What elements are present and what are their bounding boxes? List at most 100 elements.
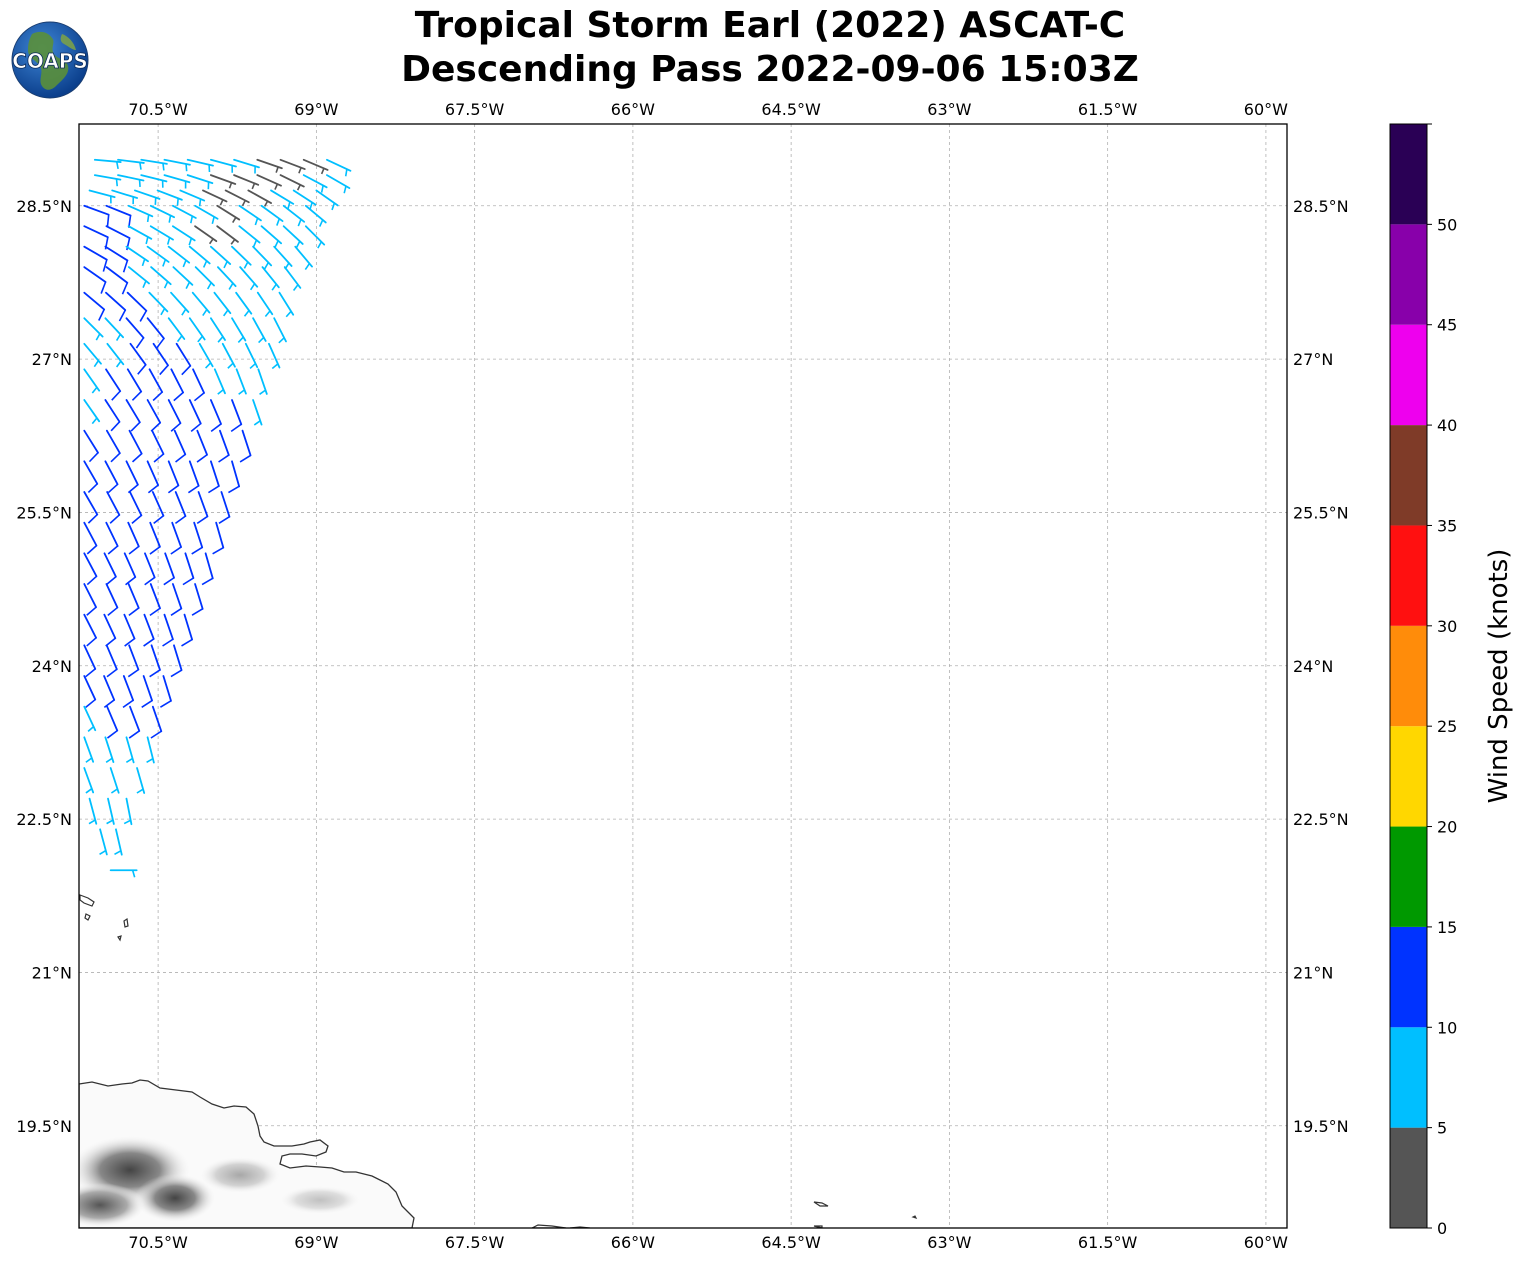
wind-barb xyxy=(194,225,218,245)
colorbar-tick-label: 30 xyxy=(1437,617,1457,636)
lat-tick-label-left: 25.5°N xyxy=(16,503,72,522)
colorbar-tick-label: 45 xyxy=(1437,316,1457,335)
wind-barb xyxy=(125,317,145,349)
wind-barb xyxy=(148,368,164,402)
wind-barb xyxy=(105,521,119,555)
colorbar-bin xyxy=(1390,324,1427,426)
wind-barb xyxy=(188,317,206,343)
wind-barb xyxy=(83,429,99,463)
wind-barb xyxy=(228,460,241,494)
wind-barb xyxy=(83,460,99,494)
terrain-shade-5 xyxy=(280,1186,360,1214)
small-island-east xyxy=(911,1215,918,1220)
wind-barb xyxy=(268,342,281,370)
colorbar-bin xyxy=(1390,1027,1427,1128)
wind-barb xyxy=(302,174,328,193)
colorbar-bin xyxy=(1390,1127,1427,1228)
wind-barb xyxy=(129,491,143,524)
wind-barb xyxy=(83,399,101,425)
island-small-1 xyxy=(84,913,91,921)
wind-barb xyxy=(170,368,185,402)
wind-barb xyxy=(152,342,169,376)
wind-barb xyxy=(175,342,192,376)
wind-barb xyxy=(191,583,204,616)
wind-barb xyxy=(117,158,145,170)
wind-barb xyxy=(270,189,295,210)
colorbar-label: Wind Speed (knots) xyxy=(1484,549,1514,804)
wind-barb xyxy=(83,204,110,228)
wind-barb xyxy=(174,491,187,525)
lon-tick-label-top: 63°W xyxy=(927,100,971,119)
wind-barb xyxy=(83,368,101,394)
wind-barb xyxy=(103,613,117,647)
wind-barb xyxy=(239,429,252,463)
wind-barb xyxy=(106,797,115,825)
wind-barb xyxy=(186,158,214,173)
wind-barbs xyxy=(83,158,352,878)
wind-barb xyxy=(134,189,161,205)
wind-barb xyxy=(221,342,236,369)
wind-barb xyxy=(83,705,97,732)
wind-barb xyxy=(88,189,116,204)
wind-barb xyxy=(181,613,194,647)
colorbar-frame xyxy=(1389,123,1428,1229)
lon-tick-label-top: 67.5°W xyxy=(445,100,505,119)
wind-barb xyxy=(235,368,247,395)
lon-tick-label-bottom: 69°W xyxy=(294,1233,338,1252)
colorbar-tick-label: 10 xyxy=(1437,1018,1457,1037)
wind-barb xyxy=(83,613,97,647)
wind-barb xyxy=(106,342,125,368)
colorbar-tick-label: 50 xyxy=(1437,215,1457,234)
wind-barb xyxy=(105,266,129,295)
wind-barb xyxy=(235,291,253,317)
wind-barb xyxy=(209,158,237,173)
lat-tick-label-right: 24°N xyxy=(1293,657,1333,676)
wind-barb xyxy=(238,225,261,248)
wind-barb xyxy=(126,368,143,401)
colorbar-bin xyxy=(1390,224,1427,325)
wind-barb xyxy=(104,399,121,432)
wind-barb xyxy=(191,291,211,316)
wind-barb xyxy=(99,828,108,856)
wind-barb xyxy=(105,204,132,228)
map-frame xyxy=(78,123,1288,1229)
wind-barb xyxy=(194,266,215,290)
wind-barb xyxy=(188,245,211,268)
wind-barb xyxy=(83,491,99,524)
wind-barb xyxy=(188,399,202,432)
wind-barb xyxy=(151,491,165,525)
colorbar-tick-label: 20 xyxy=(1437,818,1457,837)
wind-barb xyxy=(304,225,326,249)
wind-barb xyxy=(326,158,352,177)
wind-barb xyxy=(201,552,214,586)
wind-barb xyxy=(173,429,187,463)
wind-barb xyxy=(217,266,237,290)
wind-barb xyxy=(182,552,195,586)
lat-tick-label-right: 19.5°N xyxy=(1293,1117,1349,1136)
wind-barb xyxy=(244,342,259,370)
wind-barb xyxy=(252,399,263,426)
wind-barb xyxy=(126,291,148,322)
wind-barb xyxy=(83,342,102,368)
wind-barb xyxy=(231,317,247,343)
wind-barb xyxy=(213,291,232,317)
wind-barb xyxy=(218,491,231,524)
wind-barb xyxy=(128,705,141,739)
wind-barb xyxy=(167,460,180,494)
wind-barb xyxy=(141,675,153,708)
colorbar-tick-label: 40 xyxy=(1437,416,1457,435)
wind-barb xyxy=(224,189,250,207)
wind-barb xyxy=(105,429,121,463)
wind-barb xyxy=(103,675,116,709)
wind-barb xyxy=(123,797,133,826)
wind-barb xyxy=(146,399,162,432)
lon-tick-label-top: 69°W xyxy=(294,100,338,119)
lat-tick-label-left: 27°N xyxy=(32,350,72,369)
wind-barb xyxy=(149,204,176,223)
wind-barb xyxy=(238,204,262,226)
wind-barb xyxy=(128,429,143,463)
wind-barb xyxy=(196,429,208,463)
island-turks-caicos xyxy=(79,894,95,907)
wind-barb xyxy=(114,828,123,856)
wind-barb xyxy=(148,291,169,316)
